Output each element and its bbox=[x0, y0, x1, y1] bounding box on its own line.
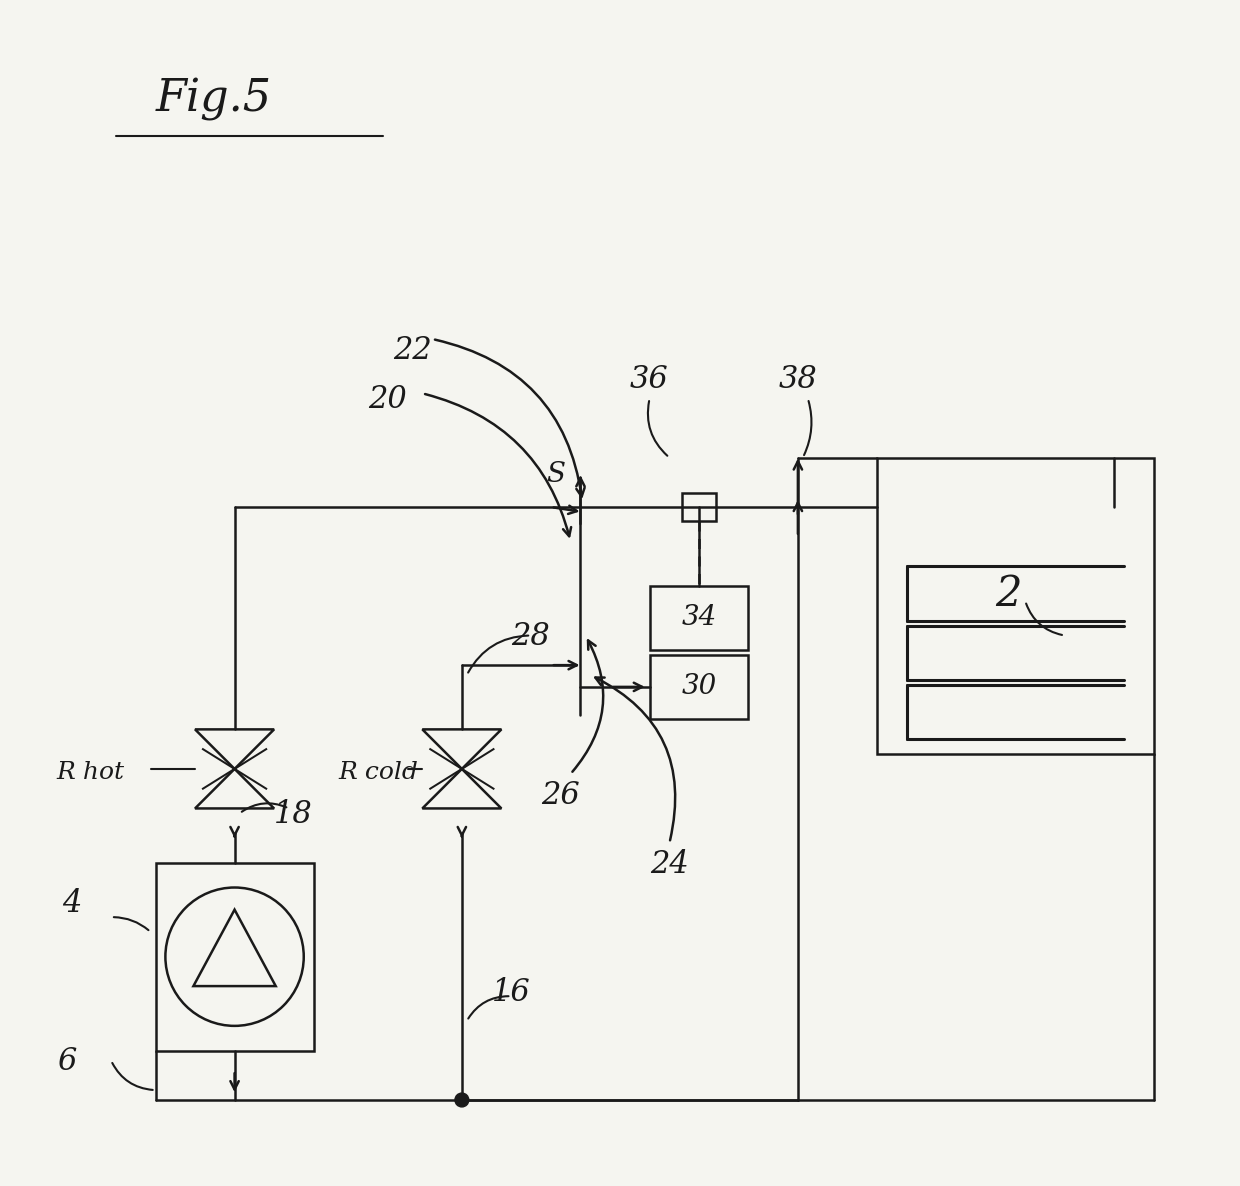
Text: Fig.5: Fig.5 bbox=[155, 78, 272, 121]
Text: 22: 22 bbox=[393, 334, 432, 365]
Text: 24: 24 bbox=[650, 849, 688, 880]
Text: R cold: R cold bbox=[339, 760, 418, 784]
Text: 6: 6 bbox=[57, 1046, 76, 1077]
Text: 18: 18 bbox=[274, 799, 312, 830]
Text: R hot: R hot bbox=[57, 760, 125, 784]
Text: 4: 4 bbox=[62, 888, 81, 919]
Text: 26: 26 bbox=[541, 779, 579, 810]
Text: 38: 38 bbox=[779, 364, 817, 395]
Text: 28: 28 bbox=[511, 621, 551, 652]
Text: 20: 20 bbox=[368, 384, 407, 415]
Text: 30: 30 bbox=[682, 674, 717, 701]
Circle shape bbox=[455, 1093, 469, 1107]
Text: S: S bbox=[546, 461, 565, 489]
Text: 16: 16 bbox=[491, 977, 531, 1008]
Text: 34: 34 bbox=[682, 604, 717, 631]
Text: 36: 36 bbox=[630, 364, 668, 395]
Text: 2: 2 bbox=[996, 573, 1022, 614]
